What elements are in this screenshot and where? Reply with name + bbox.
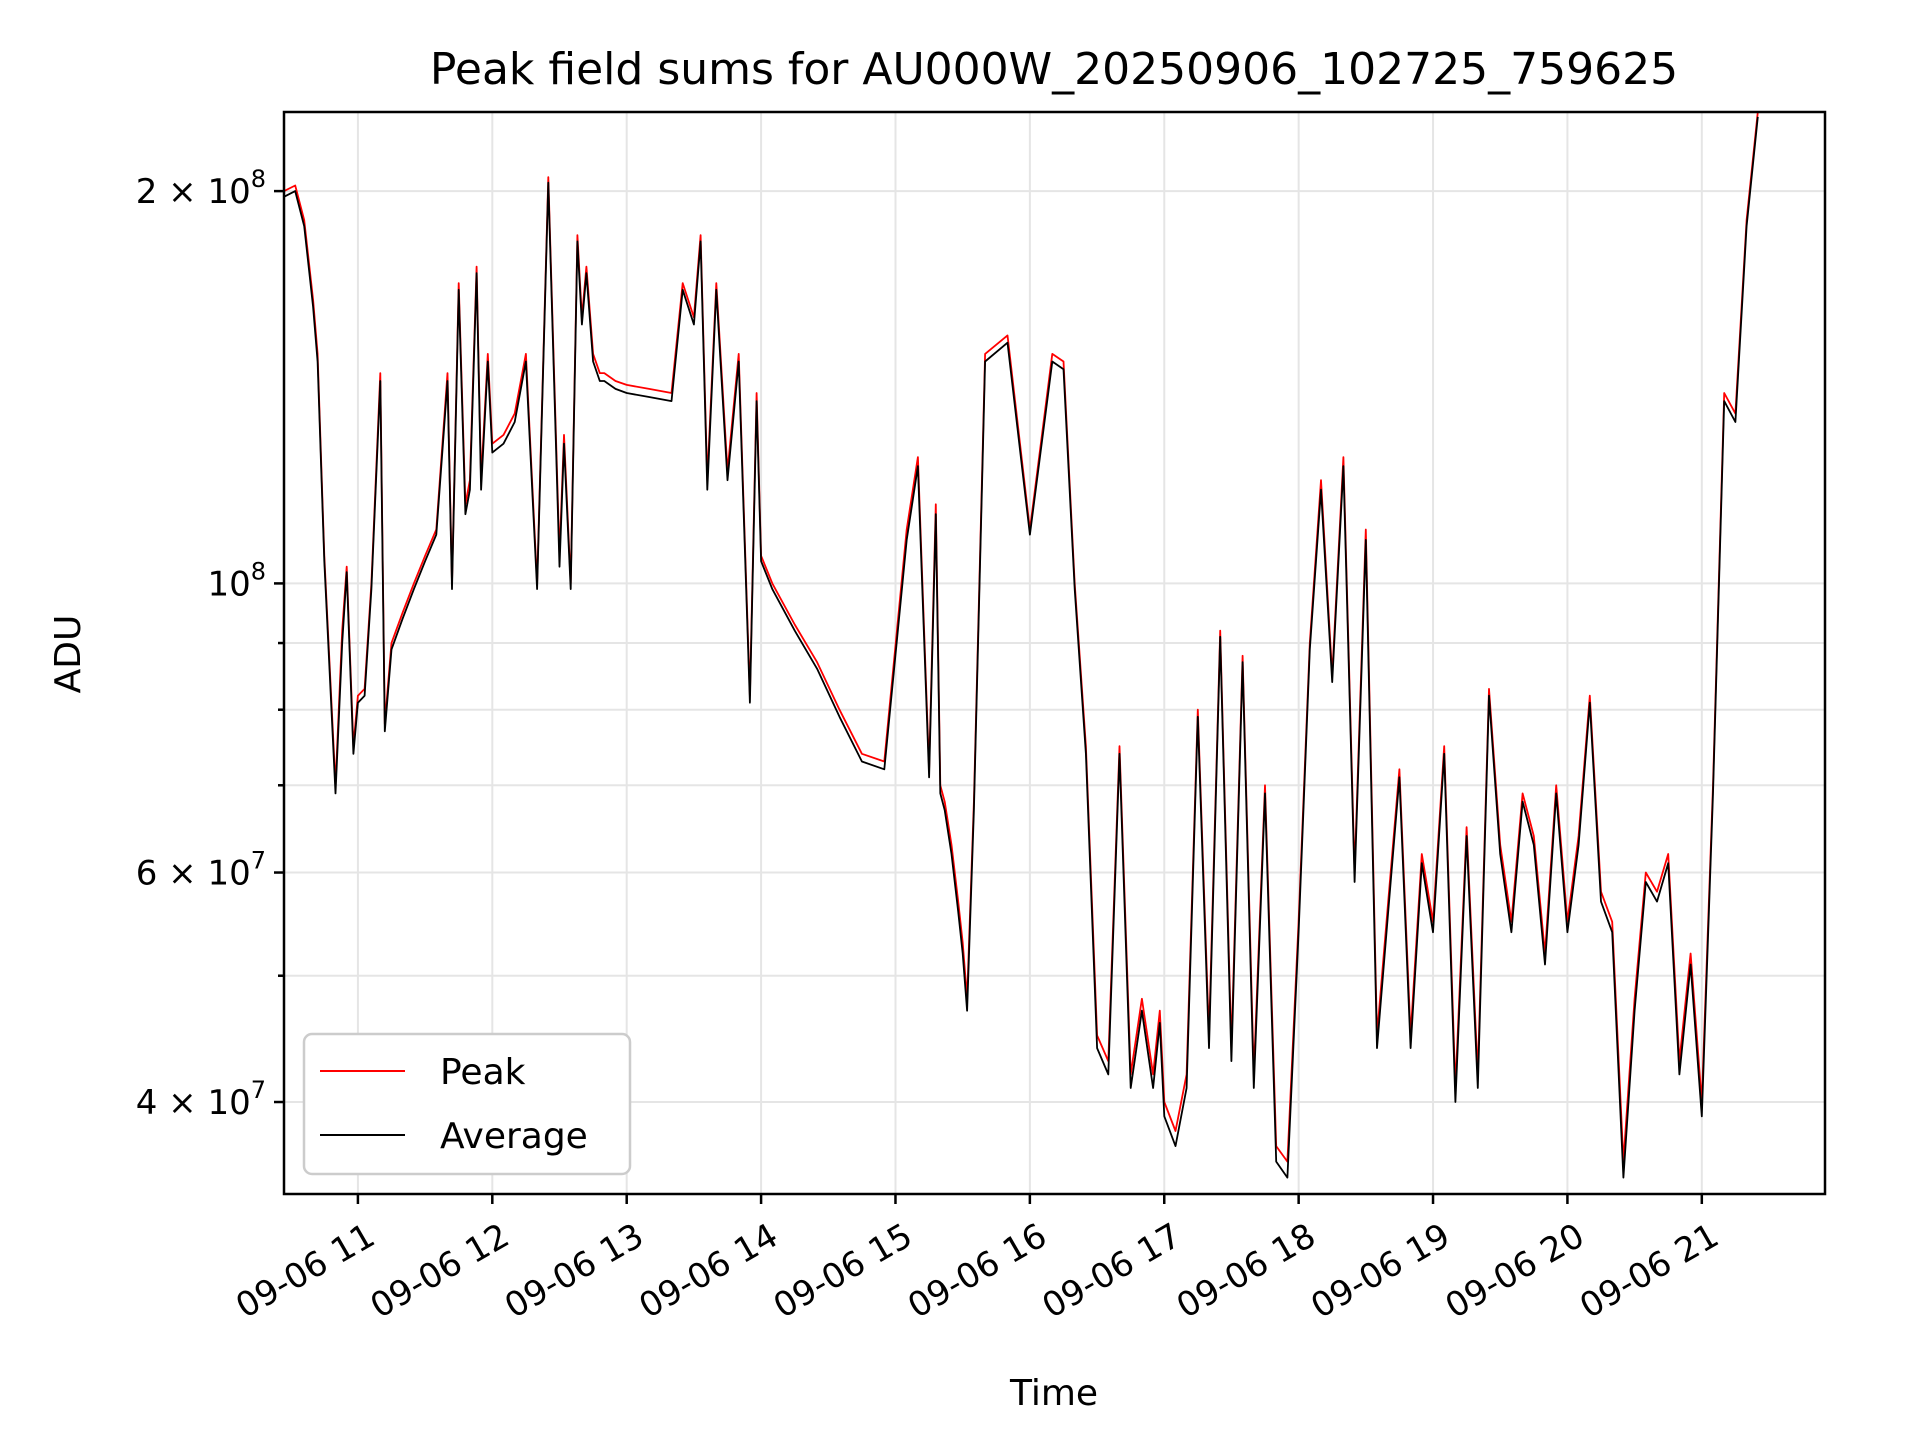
- legend-box: [302, 1032, 632, 1176]
- y-tick-label: 6 × 107: [136, 847, 266, 894]
- plot-frame: [282, 110, 1827, 1196]
- x-axis-label: Time: [1009, 1373, 1098, 1414]
- series-line-average: [284, 116, 1759, 1179]
- y-tick-label: 4 × 107: [136, 1076, 266, 1123]
- y-tick-label: 2 × 108: [136, 165, 266, 212]
- plot-area: [284, 112, 1759, 1179]
- y-axis-label: ADU: [48, 615, 89, 694]
- y-tick-label: 108: [207, 557, 266, 604]
- legend-label-peak: Peak: [440, 1052, 526, 1093]
- legend: Peak Average: [302, 1032, 632, 1176]
- legend-label-average: Average: [440, 1116, 588, 1157]
- chart-title: Peak field sums for AU000W_20250906_1027…: [430, 44, 1678, 95]
